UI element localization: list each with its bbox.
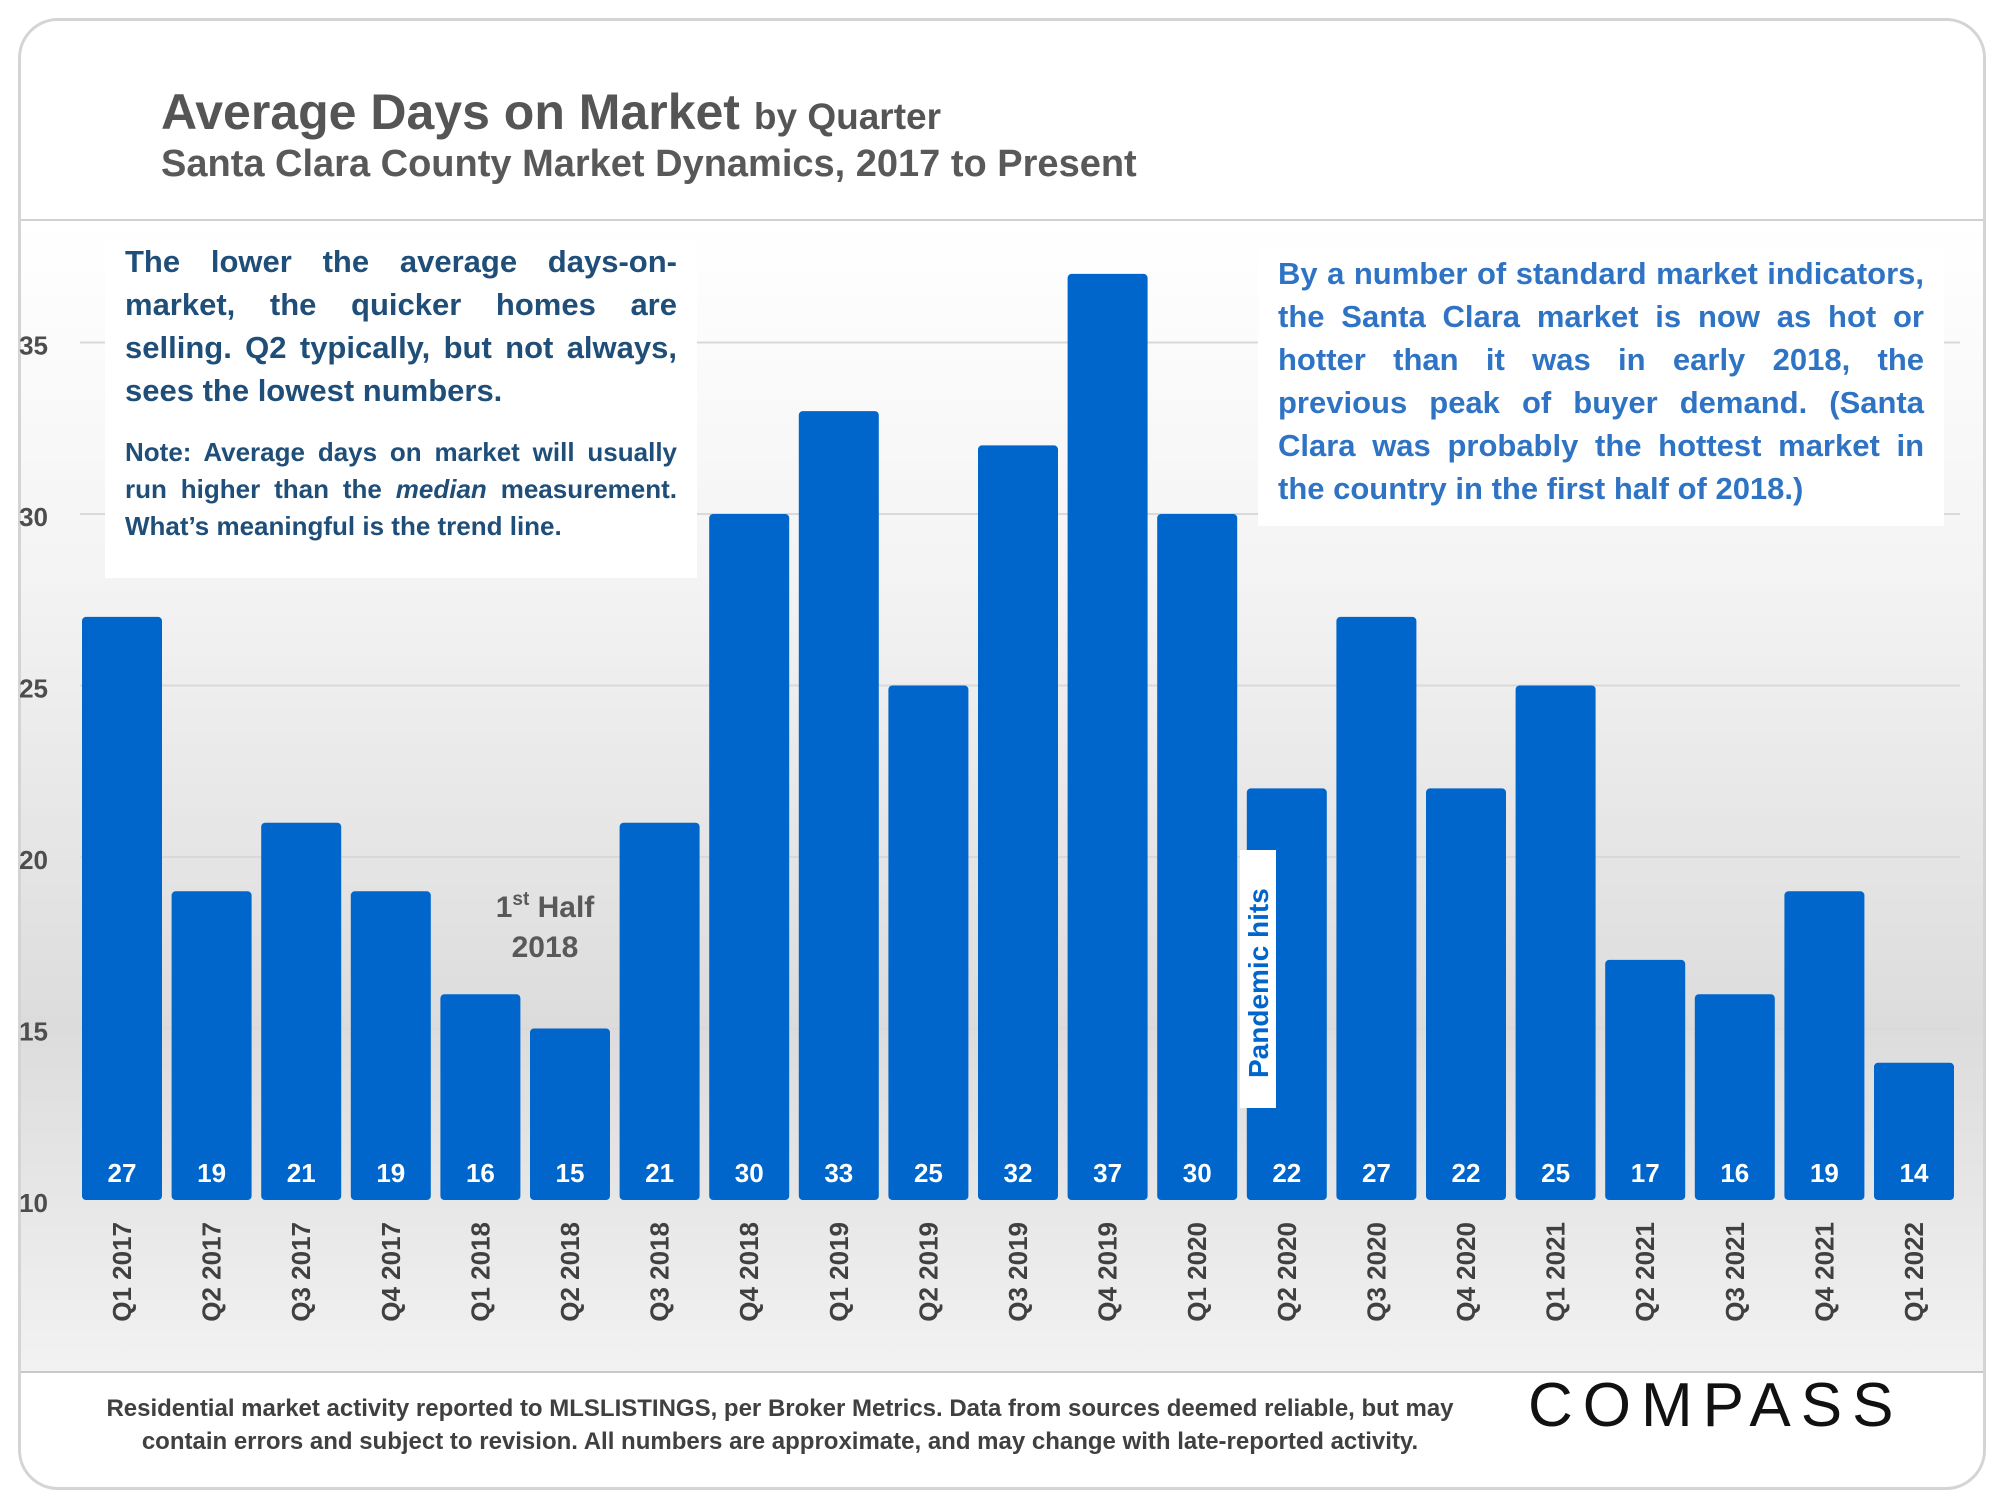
bar xyxy=(1694,994,1775,1200)
bar xyxy=(350,891,431,1200)
y-tick-label: 10 xyxy=(19,1188,48,1218)
first-half-2018-label: 1st Half xyxy=(496,889,596,924)
data-label: 22 xyxy=(1452,1158,1481,1188)
data-label: 33 xyxy=(824,1158,853,1188)
left-note-emphasis: median xyxy=(395,474,487,504)
data-label: 17 xyxy=(1631,1158,1660,1188)
bar xyxy=(171,891,252,1200)
data-label: 22 xyxy=(1272,1158,1301,1188)
data-label: 16 xyxy=(1720,1158,1749,1188)
x-tick-label: Q4 2018 xyxy=(734,1222,764,1322)
bar xyxy=(888,685,969,1200)
chart-title-main: Average Days on Market xyxy=(161,84,740,140)
data-label: 21 xyxy=(287,1158,316,1188)
footer-line-1: Residential market activity reported to … xyxy=(106,1395,1454,1422)
bar xyxy=(440,994,521,1200)
data-label: 30 xyxy=(735,1158,764,1188)
data-label: 27 xyxy=(1362,1158,1391,1188)
first-half-2018-year: 2018 xyxy=(512,931,579,964)
footer-line-2: contain errors and subject to revision. … xyxy=(141,1428,1419,1455)
y-tick-label: 25 xyxy=(19,674,48,704)
data-label: 19 xyxy=(1810,1158,1839,1188)
bar xyxy=(82,616,162,1200)
x-tick-label: Q4 2021 xyxy=(1809,1222,1839,1322)
data-label: 21 xyxy=(645,1158,674,1188)
compass-logo: COMPASS xyxy=(1528,1371,1904,1440)
y-tick-label: 30 xyxy=(19,502,48,532)
data-label: 32 xyxy=(1004,1158,1033,1188)
pandemic-label-bg xyxy=(1240,850,1276,1108)
bar xyxy=(1874,1062,1954,1200)
data-label: 14 xyxy=(1900,1158,1929,1188)
left-annotation-box: The lower the average days-on-market, th… xyxy=(105,240,697,578)
x-tick-label: Q2 2020 xyxy=(1272,1222,1302,1322)
left-annotation-note: Note: Average days on market will usuall… xyxy=(125,434,677,545)
chart-title: Average Days on Market by Quarter xyxy=(161,83,941,141)
data-label: 30 xyxy=(1183,1158,1212,1188)
x-tick-label: Q3 2019 xyxy=(1003,1222,1033,1322)
x-tick-label: Q3 2020 xyxy=(1361,1222,1391,1322)
bar xyxy=(1605,959,1686,1200)
pandemic-label: Pandemic hits xyxy=(1243,888,1274,1078)
y-tick-label: 20 xyxy=(19,845,48,875)
x-tick-label: Q3 2017 xyxy=(286,1222,316,1322)
left-annotation-main: The lower the average days-on-market, th… xyxy=(125,244,677,408)
bar xyxy=(1515,685,1596,1200)
left-note-text-2: measurement. What’s meaningful is the tr… xyxy=(125,474,678,541)
x-tick-label: Q2 2017 xyxy=(197,1222,227,1322)
x-tick-label: Q1 2017 xyxy=(107,1222,137,1322)
x-tick-label: Q3 2021 xyxy=(1720,1222,1750,1322)
data-label: 25 xyxy=(1541,1158,1570,1188)
data-label: 15 xyxy=(556,1158,585,1188)
data-label: 25 xyxy=(914,1158,943,1188)
x-tick-label: Q2 2018 xyxy=(555,1222,585,1322)
bar xyxy=(1784,891,1865,1200)
x-tick-label: Q4 2019 xyxy=(1093,1222,1123,1322)
x-tick-label: Q1 2022 xyxy=(1899,1222,1929,1322)
bar xyxy=(1336,616,1417,1200)
bar xyxy=(1426,788,1506,1200)
data-label: 27 xyxy=(108,1158,137,1188)
data-label: 19 xyxy=(376,1158,405,1188)
x-tick-label: Q2 2019 xyxy=(913,1222,943,1322)
y-tick-label: 15 xyxy=(19,1017,48,1047)
x-tick-label: Q2 2021 xyxy=(1630,1222,1660,1322)
chart-subtitle: Santa Clara County Market Dynamics, 2017… xyxy=(161,143,1137,185)
footer-disclaimer: Residential market activity reported to … xyxy=(80,1392,1480,1458)
bar xyxy=(709,514,790,1200)
bar xyxy=(978,445,1058,1200)
data-label: 16 xyxy=(466,1158,495,1188)
bar xyxy=(1157,514,1238,1200)
left-note-text-1: Note: Average days on market will usuall… xyxy=(125,437,677,504)
data-label: 37 xyxy=(1093,1158,1122,1188)
right-annotation-box: By a number of standard market indicator… xyxy=(1258,248,1944,526)
x-tick-label: Q4 2020 xyxy=(1451,1222,1481,1322)
data-label: 19 xyxy=(197,1158,226,1188)
bar xyxy=(798,411,879,1201)
bar xyxy=(1067,273,1148,1200)
x-tick-label: Q1 2018 xyxy=(465,1222,495,1322)
x-tick-label: Q3 2018 xyxy=(645,1222,675,1322)
x-tick-label: Q1 2020 xyxy=(1182,1222,1212,1322)
bar xyxy=(261,822,342,1200)
chart-title-by: by Quarter xyxy=(753,96,941,137)
x-tick-label: Q1 2021 xyxy=(1541,1222,1571,1322)
bar xyxy=(619,822,700,1200)
x-tick-label: Q1 2019 xyxy=(824,1222,854,1322)
x-tick-label: Q4 2017 xyxy=(376,1222,406,1322)
y-tick-label: 35 xyxy=(19,331,48,361)
bar xyxy=(530,1028,610,1200)
